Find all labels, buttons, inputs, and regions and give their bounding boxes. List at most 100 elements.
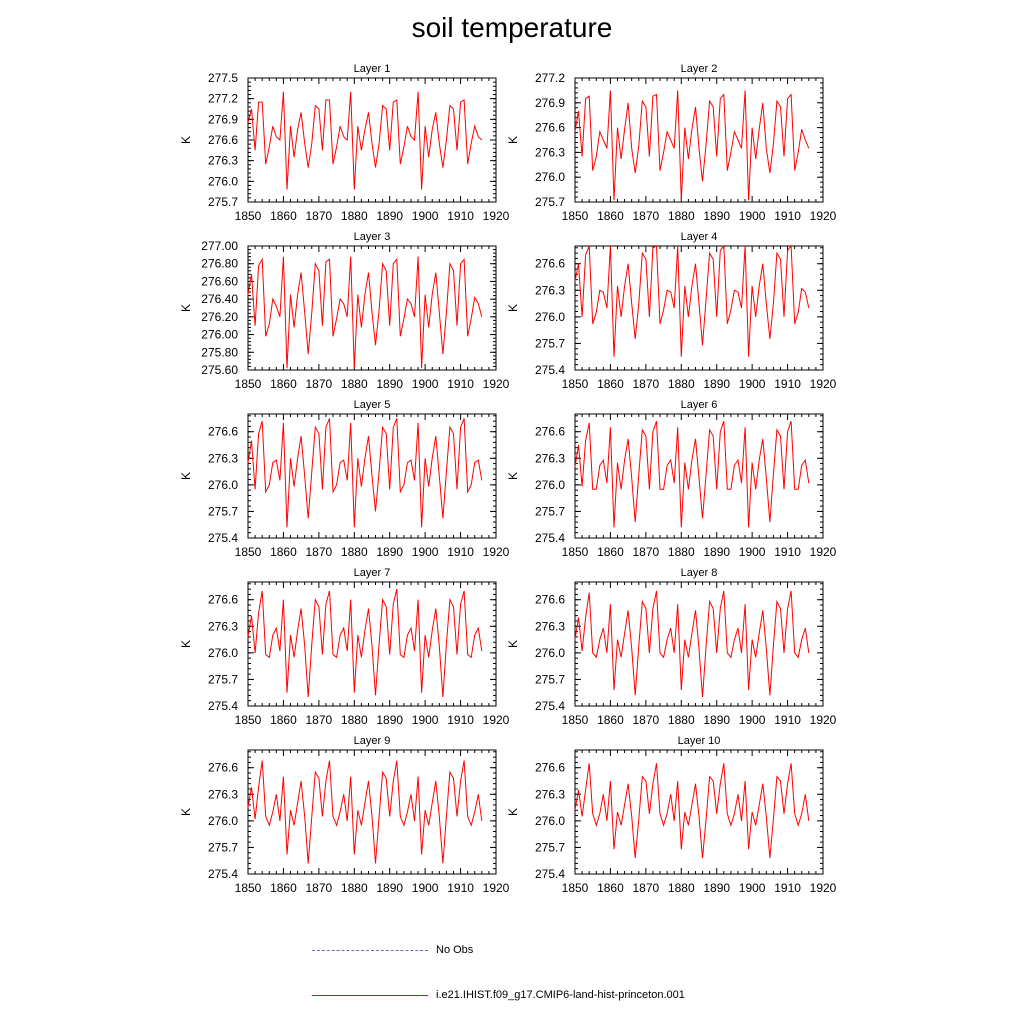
y-tick-label: 276.0 xyxy=(208,646,238,660)
plot-frame xyxy=(574,245,824,371)
y-tick-label: 276.3 xyxy=(535,451,565,465)
y-tick-label: 275.7 xyxy=(208,840,238,854)
x-tick-label: 1850 xyxy=(562,713,589,727)
x-tick-label: 1850 xyxy=(235,881,262,895)
y-tick-label: 276.3 xyxy=(208,451,238,465)
x-tick-label: 1880 xyxy=(341,209,368,223)
y-tick-label: 276.0 xyxy=(535,478,565,492)
x-tick-label: 1920 xyxy=(810,377,837,391)
x-tick-label: 1850 xyxy=(235,209,262,223)
x-tick-label: 1860 xyxy=(597,713,624,727)
series-line xyxy=(247,588,483,698)
panel-title: Layer 1 xyxy=(354,63,391,75)
x-tick-label: 1860 xyxy=(270,209,297,223)
series-line xyxy=(574,420,810,528)
panel-title: Layer 3 xyxy=(354,231,391,243)
panel-title: Layer 9 xyxy=(354,735,391,747)
series-line xyxy=(247,760,483,864)
x-tick-label: 1850 xyxy=(235,713,262,727)
x-tick-label: 1910 xyxy=(774,545,801,559)
y-tick-label: 276.0 xyxy=(535,170,565,184)
plot-frame xyxy=(574,77,824,203)
chart-main-title: soil temperature xyxy=(411,12,613,43)
y-tick-label: 276.3 xyxy=(535,787,565,801)
x-tick-label: 1850 xyxy=(235,545,262,559)
x-tick-label: 1920 xyxy=(810,545,837,559)
y-tick-label: 276.9 xyxy=(208,112,238,126)
x-tick-label: 1860 xyxy=(597,881,624,895)
series-line xyxy=(247,256,483,369)
y-axis-label: K xyxy=(179,472,193,480)
y-tick-label: 276.0 xyxy=(208,174,238,188)
y-tick-label: 277.2 xyxy=(535,71,565,85)
panel-title: Layer 4 xyxy=(681,231,718,243)
x-tick-label: 1860 xyxy=(270,713,297,727)
x-tick-label: 1890 xyxy=(376,209,403,223)
y-tick-label: 275.7 xyxy=(208,504,238,518)
x-tick-label: 1890 xyxy=(703,881,730,895)
y-tick-label: 277.2 xyxy=(208,92,238,106)
x-tick-label: 1910 xyxy=(774,209,801,223)
y-tick-label: 275.80 xyxy=(201,345,238,359)
panel-title: Layer 5 xyxy=(354,399,391,411)
y-tick-label: 275.7 xyxy=(208,195,238,209)
x-tick-label: 1890 xyxy=(376,377,403,391)
y-tick-label: 275.7 xyxy=(535,336,565,350)
y-tick-label: 275.4 xyxy=(208,867,238,881)
y-tick-label: 276.6 xyxy=(535,425,565,439)
series-line xyxy=(574,590,810,698)
panel-title: Layer 10 xyxy=(678,735,721,747)
y-tick-label: 275.7 xyxy=(535,840,565,854)
x-tick-label: 1900 xyxy=(412,209,439,223)
y-axis-label: K xyxy=(179,640,193,648)
panel-title: Layer 6 xyxy=(681,399,718,411)
series-line xyxy=(574,763,810,859)
y-axis-label: K xyxy=(506,808,520,816)
y-tick-label: 275.4 xyxy=(535,867,565,881)
x-tick-label: 1850 xyxy=(562,377,589,391)
x-tick-label: 1880 xyxy=(341,545,368,559)
x-tick-label: 1870 xyxy=(633,713,660,727)
x-tick-label: 1880 xyxy=(341,881,368,895)
x-tick-label: 1890 xyxy=(703,377,730,391)
x-tick-label: 1890 xyxy=(703,209,730,223)
y-tick-label: 276.20 xyxy=(201,310,238,324)
x-tick-label: 1900 xyxy=(739,545,766,559)
legend-label: No Obs xyxy=(436,944,474,956)
y-tick-label: 276.3 xyxy=(535,145,565,159)
x-tick-label: 1870 xyxy=(633,881,660,895)
x-tick-label: 1850 xyxy=(235,377,262,391)
y-tick-label: 275.7 xyxy=(535,672,565,686)
series-line xyxy=(247,91,483,190)
panel-title: Layer 8 xyxy=(681,567,718,579)
x-tick-label: 1900 xyxy=(739,377,766,391)
x-tick-label: 1900 xyxy=(412,713,439,727)
y-tick-label: 276.0 xyxy=(535,310,565,324)
x-tick-label: 1900 xyxy=(412,377,439,391)
x-tick-label: 1920 xyxy=(483,881,510,895)
x-tick-label: 1870 xyxy=(633,377,660,391)
y-tick-label: 276.00 xyxy=(201,328,238,342)
x-tick-label: 1900 xyxy=(739,881,766,895)
x-tick-label: 1910 xyxy=(447,713,474,727)
x-tick-label: 1910 xyxy=(447,377,474,391)
plot-frame xyxy=(574,581,824,707)
legend-label: i.e21.IHIST.f09_g17.CMIP6-land-hist-prin… xyxy=(436,989,685,1001)
x-tick-label: 1870 xyxy=(306,377,333,391)
x-tick-label: 1860 xyxy=(270,545,297,559)
x-tick-label: 1880 xyxy=(668,209,695,223)
x-tick-label: 1870 xyxy=(306,713,333,727)
series-line xyxy=(247,418,483,528)
y-tick-label: 276.6 xyxy=(208,133,238,147)
x-tick-label: 1890 xyxy=(703,713,730,727)
y-axis-label: K xyxy=(506,304,520,312)
x-tick-label: 1920 xyxy=(483,545,510,559)
x-tick-label: 1920 xyxy=(483,377,510,391)
x-tick-label: 1870 xyxy=(633,209,660,223)
x-tick-label: 1880 xyxy=(668,545,695,559)
y-tick-label: 276.0 xyxy=(208,814,238,828)
y-tick-label: 276.3 xyxy=(535,619,565,633)
y-tick-label: 275.4 xyxy=(535,363,565,377)
x-tick-label: 1920 xyxy=(810,881,837,895)
